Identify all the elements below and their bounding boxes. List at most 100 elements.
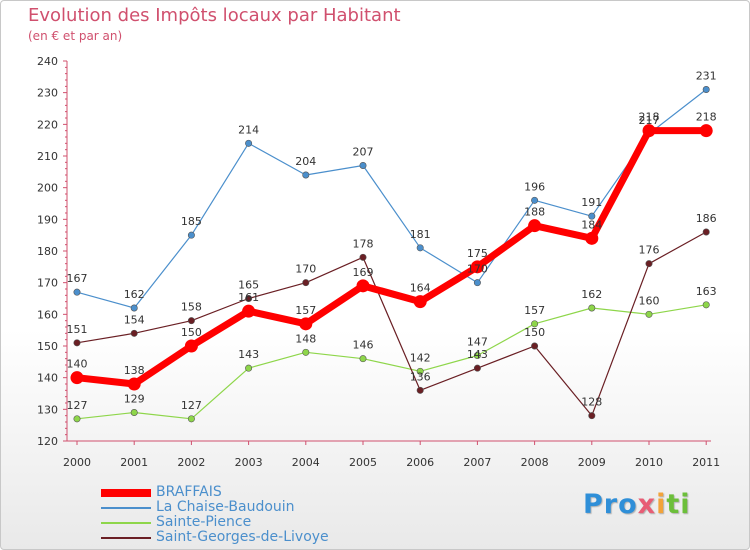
data-point-braffais <box>413 295 427 309</box>
y-tick-label: 130 <box>37 403 58 416</box>
data-label-braffais: 169 <box>353 266 374 279</box>
data-label-saint-georges-de-livoye: 165 <box>238 279 259 292</box>
data-point-saint-georges-de-livoye <box>187 317 195 325</box>
data-point-la-chaise-baudouin <box>187 231 195 239</box>
data-label-la-chaise-baudouin: 191 <box>581 196 602 209</box>
data-label-saint-georges-de-livoye: 154 <box>124 313 145 326</box>
data-label-saint-georges-de-livoye: 128 <box>581 396 602 409</box>
x-tick-label: 2010 <box>635 456 663 469</box>
proxiti-logo: Proxiti <box>583 489 691 520</box>
data-label-la-chaise-baudouin: 170 <box>467 263 488 276</box>
data-point-braffais <box>470 260 484 274</box>
data-point-braffais <box>242 304 256 318</box>
y-tick-label: 160 <box>37 308 58 321</box>
data-label-la-chaise-baudouin: 204 <box>295 155 316 168</box>
legend-swatch-sainte-pience <box>101 521 151 524</box>
y-tick-label: 120 <box>37 435 58 448</box>
data-point-saint-georges-de-livoye <box>473 364 481 372</box>
data-point-saint-georges-de-livoye <box>359 253 367 261</box>
data-point-braffais <box>299 317 313 331</box>
data-label-la-chaise-baudouin: 167 <box>67 272 88 285</box>
data-point-saint-georges-de-livoye <box>702 228 710 236</box>
data-point-sainte-pience <box>302 348 310 356</box>
data-point-saint-georges-de-livoye <box>73 339 81 347</box>
data-label-sainte-pience: 148 <box>295 332 316 345</box>
legend-swatch-braffais <box>101 488 151 497</box>
data-label-braffais: 184 <box>581 218 602 231</box>
data-point-sainte-pience <box>702 301 710 309</box>
data-label-saint-georges-de-livoye: 158 <box>181 301 202 314</box>
chart-subtitle: (en € et par an) <box>28 29 123 43</box>
data-label-saint-georges-de-livoye: 151 <box>67 323 88 336</box>
legend-item-la-chaise-baudouin: La Chaise-Baudouin <box>101 500 329 515</box>
legend-label-sainte-pience: Sainte-Pience <box>156 514 252 530</box>
data-point-la-chaise-baudouin <box>130 304 138 312</box>
data-label-la-chaise-baudouin: 181 <box>410 228 431 241</box>
data-label-braffais: 164 <box>410 282 431 295</box>
data-point-braffais <box>70 371 84 385</box>
x-tick-label: 2009 <box>578 456 606 469</box>
data-label-sainte-pience: 127 <box>181 399 202 412</box>
data-label-la-chaise-baudouin: 217 <box>639 114 660 127</box>
data-point-sainte-pience <box>473 351 481 359</box>
data-label-braffais: 188 <box>524 206 545 219</box>
data-point-saint-georges-de-livoye <box>245 294 253 302</box>
data-point-saint-georges-de-livoye <box>130 329 138 337</box>
data-label-la-chaise-baudouin: 207 <box>353 146 374 159</box>
x-tick-label: 2005 <box>349 456 377 469</box>
legend-label-la-chaise-baudouin: La Chaise-Baudouin <box>156 499 295 515</box>
y-tick-label: 200 <box>37 182 58 195</box>
data-label-braffais: 161 <box>238 291 259 304</box>
data-point-la-chaise-baudouin <box>245 139 253 147</box>
data-point-braffais <box>699 124 713 138</box>
chart-title: Evolution des Impôts locaux par Habitant <box>28 5 401 26</box>
data-label-braffais: 150 <box>181 326 202 339</box>
y-tick-label: 220 <box>37 118 58 131</box>
data-point-la-chaise-baudouin <box>416 244 424 252</box>
data-point-sainte-pience <box>73 415 81 423</box>
data-point-la-chaise-baudouin <box>531 196 539 204</box>
y-tick-label: 170 <box>37 277 58 290</box>
data-point-sainte-pience <box>130 408 138 416</box>
data-point-sainte-pience <box>588 304 596 312</box>
x-tick-label: 2000 <box>63 456 91 469</box>
data-label-sainte-pience: 129 <box>124 393 145 406</box>
data-point-saint-georges-de-livoye <box>645 260 653 268</box>
data-point-la-chaise-baudouin <box>473 279 481 287</box>
data-point-la-chaise-baudouin <box>702 86 710 94</box>
x-tick-label: 2003 <box>235 456 263 469</box>
data-point-braffais <box>356 279 370 293</box>
data-label-saint-georges-de-livoye: 136 <box>410 370 431 383</box>
legend-label-saint-georges-de-livoye: Saint-Georges-de-Livoye <box>156 529 329 545</box>
legend-item-saint-georges-de-livoye: Saint-Georges-de-Livoye <box>101 530 329 545</box>
data-label-braffais: 140 <box>67 358 88 371</box>
data-label-saint-georges-de-livoye: 170 <box>295 263 316 276</box>
series-line-la-chaise-baudouin <box>76 88 707 309</box>
y-tick-label: 230 <box>37 87 58 100</box>
data-label-la-chaise-baudouin: 231 <box>696 70 717 83</box>
data-point-sainte-pience <box>359 355 367 363</box>
data-label-braffais: 218 <box>696 111 717 124</box>
data-point-la-chaise-baudouin <box>588 212 596 220</box>
data-point-la-chaise-baudouin <box>73 288 81 296</box>
data-point-braffais <box>585 231 599 245</box>
data-label-braffais: 218 <box>639 111 660 124</box>
legend-item-sainte-pience: Sainte-Pience <box>101 515 329 530</box>
data-label-saint-georges-de-livoye: 186 <box>696 212 717 225</box>
data-point-sainte-pience <box>416 367 424 375</box>
legend-item-braffais: BRAFFAIS <box>101 485 329 500</box>
data-label-sainte-pience: 163 <box>696 285 717 298</box>
data-point-sainte-pience <box>531 320 539 328</box>
data-label-braffais: 138 <box>124 364 145 377</box>
y-tick-label: 190 <box>37 213 58 226</box>
x-tick-label: 2004 <box>292 456 320 469</box>
legend-swatch-la-chaise-baudouin <box>101 506 151 509</box>
data-point-saint-georges-de-livoye <box>302 279 310 287</box>
legend: BRAFFAIS La Chaise-Baudouin Sainte-Pienc… <box>101 485 329 545</box>
data-label-sainte-pience: 160 <box>639 294 660 307</box>
data-label-sainte-pience: 142 <box>410 351 431 364</box>
y-tick-label: 150 <box>37 340 58 353</box>
y-tick-label: 210 <box>37 150 58 163</box>
data-point-saint-georges-de-livoye <box>531 342 539 350</box>
